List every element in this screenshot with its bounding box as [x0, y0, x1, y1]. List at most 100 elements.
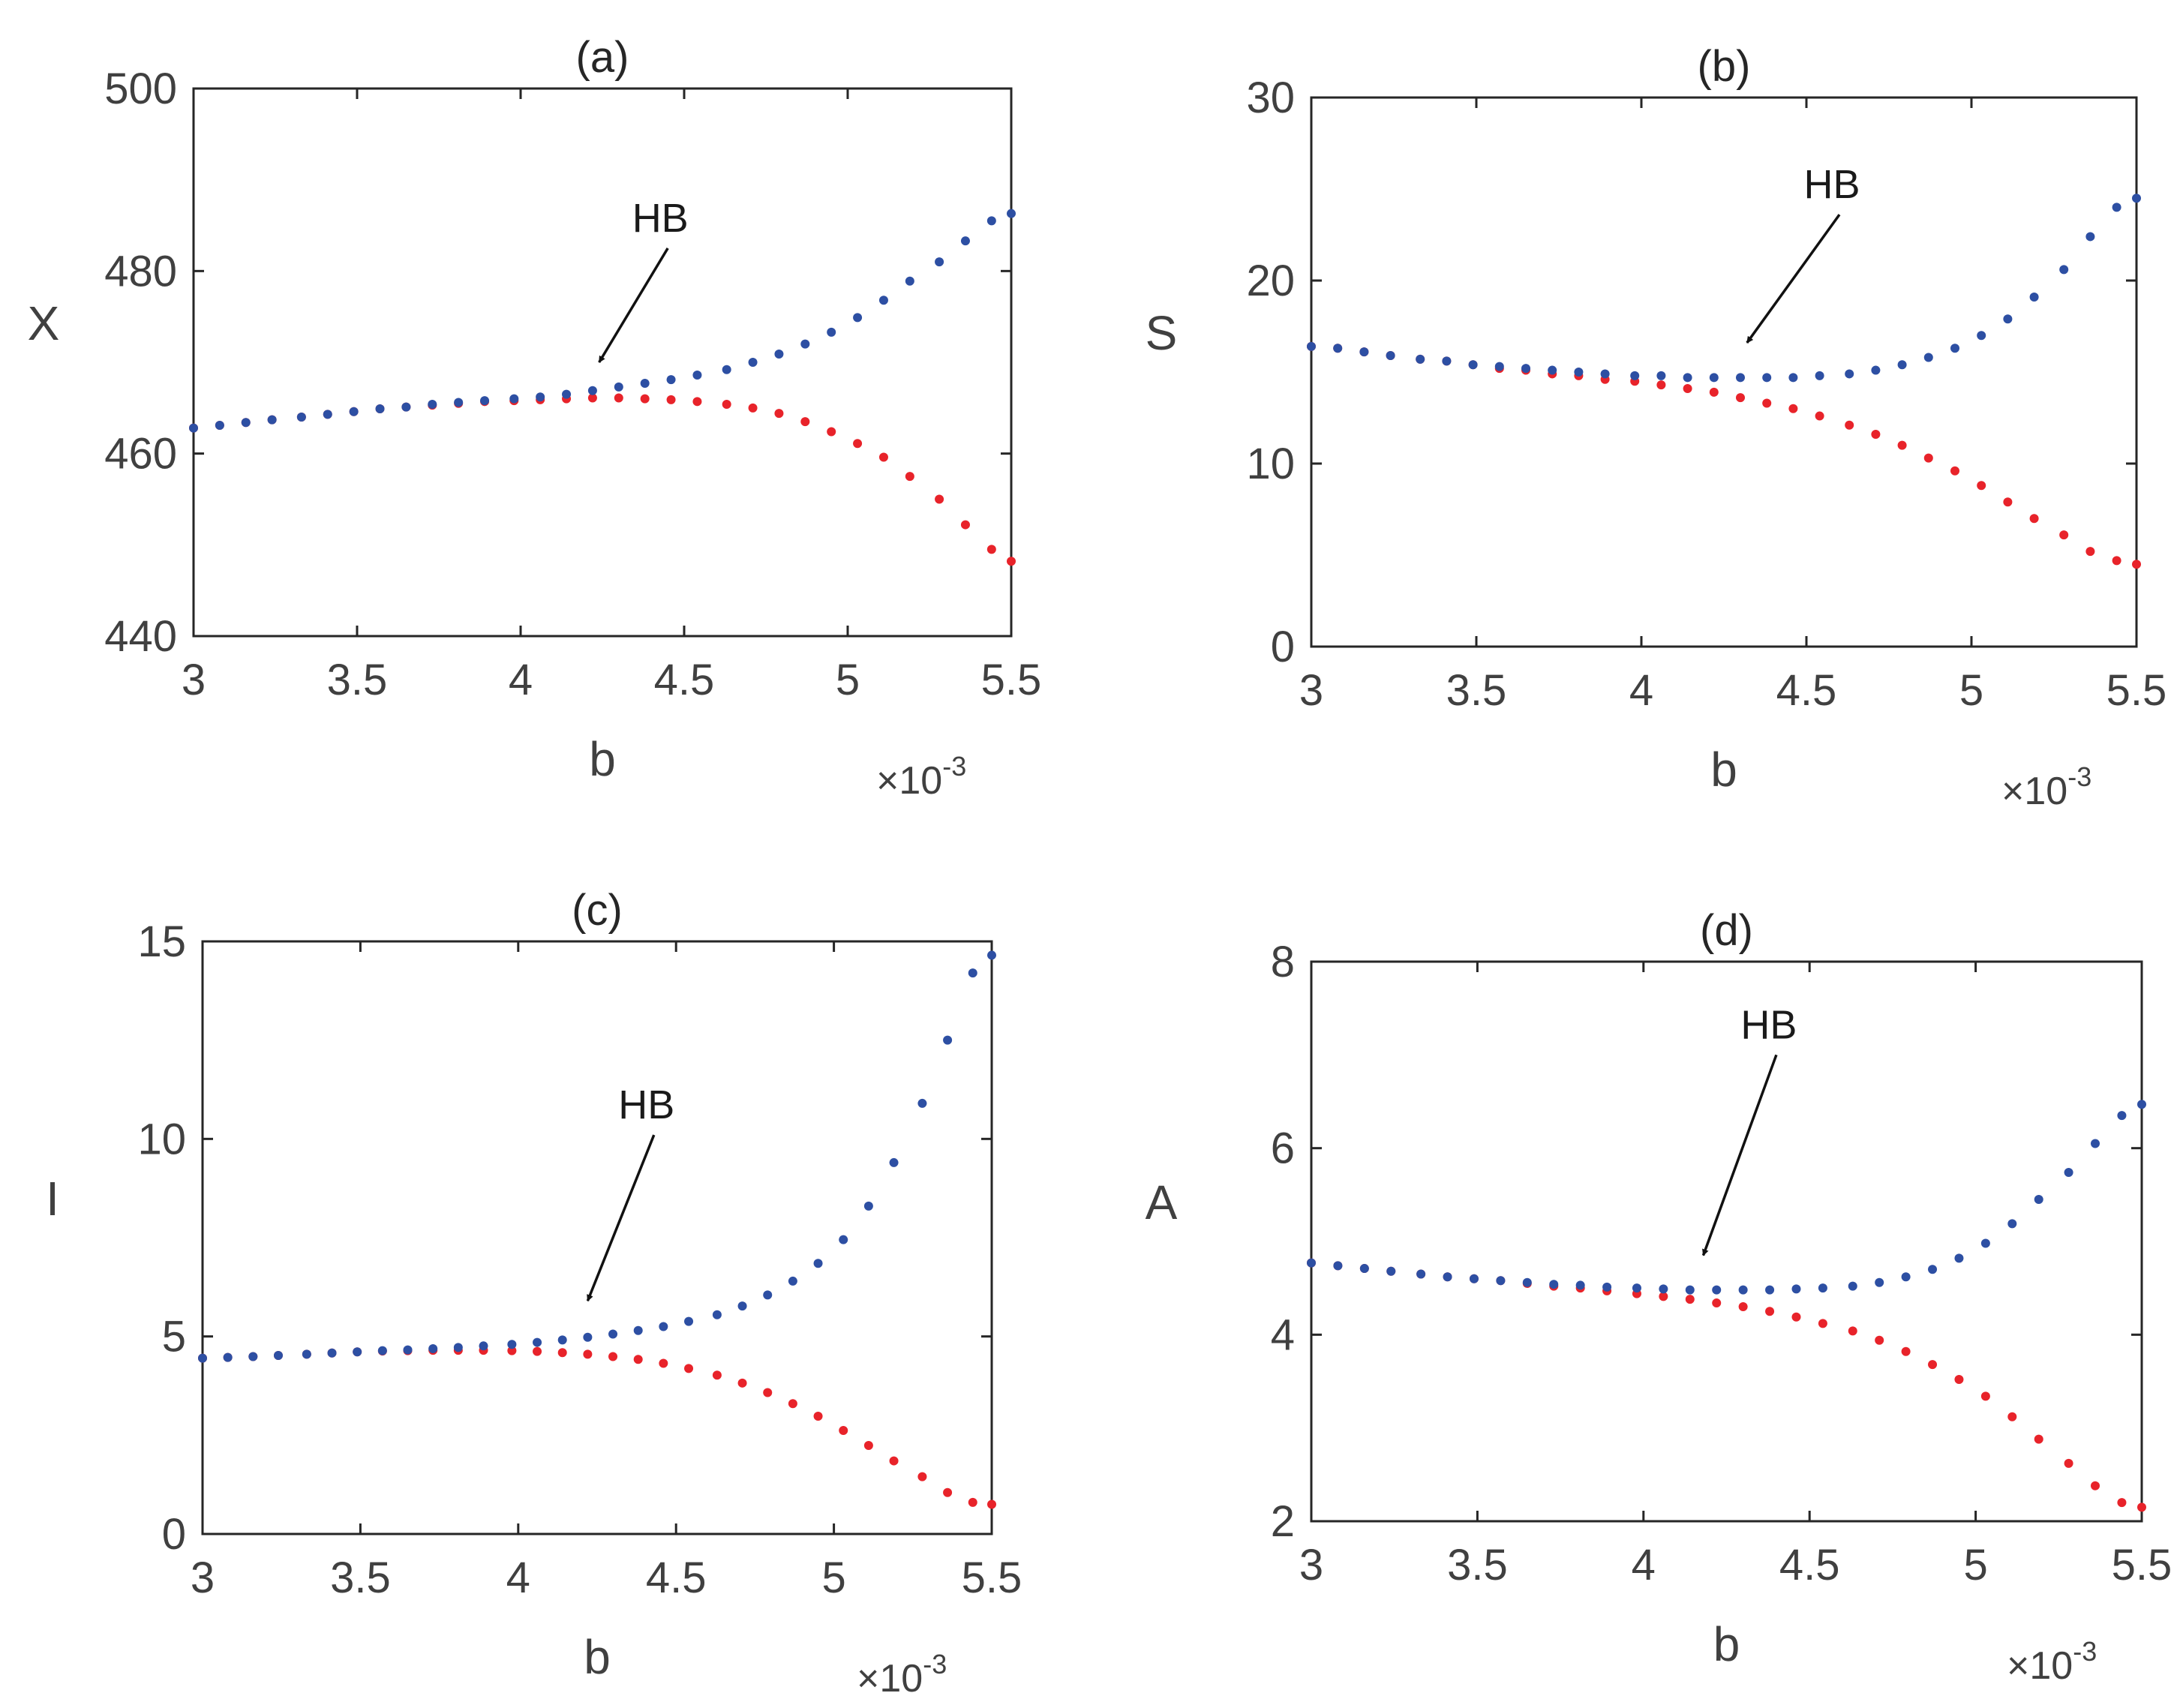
data-point-lower: [2059, 530, 2069, 540]
data-point-upper: [1709, 373, 1719, 383]
data-point-upper: [267, 415, 277, 425]
data-point-upper: [273, 1350, 283, 1360]
data-point-lower: [853, 439, 863, 449]
data-point-upper: [1954, 1253, 1964, 1263]
x-tick-label: 5.5: [962, 1553, 1022, 1602]
panel-a: 3 3.5 4 4.5 5 5.5 440 460 480 500 (a) b X ×10-3 HB: [28, 33, 1042, 803]
y-tick-label: 0: [1271, 623, 1295, 671]
data-point-upper: [1359, 1264, 1369, 1274]
x-multiplier-exponent: -3: [942, 751, 966, 782]
x-tick-label: 4: [506, 1553, 530, 1602]
x-multiplier-base: ×10: [857, 1657, 923, 1700]
data-point-upper: [401, 402, 411, 412]
data-point-upper: [241, 418, 251, 428]
data-point-lower: [712, 1370, 722, 1380]
data-point-lower: [1818, 1319, 1827, 1328]
data-point-upper: [1442, 356, 1452, 366]
data-point-upper: [1685, 1285, 1695, 1295]
data-point-lower: [2085, 547, 2095, 557]
data-point-upper: [1848, 1281, 1857, 1291]
data-point-upper: [1494, 362, 1504, 371]
data-point-upper: [943, 1035, 953, 1045]
data-point-lower: [692, 397, 702, 407]
x-axis-multiplier: ×10-3: [2001, 761, 2091, 813]
y-tick-label: 10: [137, 1115, 186, 1163]
data-point-upper: [1574, 368, 1584, 377]
data-point-upper: [839, 1235, 848, 1244]
data-point-upper: [1901, 1272, 1911, 1282]
data-point-lower: [935, 494, 944, 504]
data-point-upper: [960, 236, 970, 246]
data-point-upper: [1496, 1276, 1506, 1286]
data-point-upper: [1815, 371, 1824, 380]
data-point-upper: [853, 313, 863, 323]
data-point-upper: [1762, 373, 1772, 383]
data-point-upper: [536, 392, 545, 402]
y-tick-label: 440: [104, 612, 177, 661]
x-tick-label: 4.5: [646, 1553, 707, 1602]
data-point-lower: [987, 1499, 996, 1509]
data-point-upper: [1007, 209, 1016, 218]
data-point-lower: [905, 472, 914, 482]
data-point-upper: [1977, 331, 1986, 341]
x-tick-label: 3: [191, 1553, 215, 1602]
data-point-upper: [1928, 1265, 1938, 1274]
data-point-upper: [2137, 1100, 2146, 1109]
data-point-upper: [2085, 232, 2095, 242]
x-tick-label: 3: [182, 656, 206, 704]
x-tick-label: 3: [1299, 1541, 1323, 1589]
data-point-lower: [1791, 1312, 1801, 1322]
data-point-lower: [813, 1412, 823, 1421]
data-point-upper: [1600, 369, 1610, 379]
x-tick-label: 3.5: [1446, 666, 1507, 715]
data-point-lower: [748, 403, 758, 413]
y-tick-label: 4: [1271, 1310, 1295, 1359]
data-point-lower: [633, 1355, 643, 1364]
y-tick-label: 480: [104, 247, 177, 296]
data-point-upper: [813, 1259, 823, 1268]
data-point-lower: [788, 1399, 797, 1409]
data-point-upper: [1950, 344, 1959, 353]
data-point-upper: [2059, 265, 2069, 275]
data-point-upper: [1980, 1238, 1990, 1248]
data-point-upper: [323, 410, 332, 419]
panel-b: 3 3.5 4 4.5 5 5.5 0 10 20 30 (b) b S ×10-3 HB: [1146, 42, 2167, 813]
data-point-lower: [1736, 393, 1745, 403]
data-point-lower: [1788, 404, 1798, 413]
y-tick-label: 20: [1246, 257, 1295, 305]
x-multiplier-base: ×10: [2007, 1644, 2073, 1688]
data-point-upper: [428, 399, 437, 409]
data-point-lower: [2064, 1458, 2073, 1468]
hb-annotation-label: HB: [1740, 1002, 1797, 1047]
data-point-upper: [1738, 1285, 1748, 1295]
data-point-lower: [722, 399, 731, 409]
x-multiplier-base: ×10: [876, 759, 942, 803]
data-point-lower: [1980, 1391, 1990, 1401]
data-point-lower: [2003, 497, 2013, 507]
data-point-upper: [583, 1332, 593, 1342]
data-point-lower: [1845, 420, 1854, 430]
data-point-lower: [1923, 453, 1933, 463]
y-tick-label: 8: [1271, 938, 1295, 986]
x-multiplier-exponent: -3: [2067, 761, 2091, 792]
data-point-upper: [479, 1341, 488, 1351]
data-point-upper: [666, 375, 676, 385]
data-point-lower: [968, 1497, 977, 1507]
data-point-upper: [587, 386, 597, 395]
data-point-upper: [712, 1310, 722, 1319]
data-point-upper: [1897, 360, 1907, 370]
x-tick-label: 5: [1963, 1541, 1987, 1589]
data-point-lower: [1762, 398, 1772, 408]
x-tick-label: 4: [1632, 1541, 1656, 1589]
data-point-upper: [1548, 365, 1557, 375]
panel-title: (c): [572, 886, 623, 935]
x-axis-label: b: [584, 1630, 611, 1684]
data-point-upper: [1549, 1280, 1559, 1289]
data-point-upper: [2091, 1139, 2100, 1148]
data-point-upper: [748, 358, 758, 367]
x-tick-label: 5: [836, 656, 860, 704]
data-point-lower: [986, 545, 996, 554]
y-axis-label: S: [1146, 306, 1178, 360]
hb-annotation-label: HB: [1803, 162, 1860, 207]
data-point-lower: [1007, 557, 1016, 566]
